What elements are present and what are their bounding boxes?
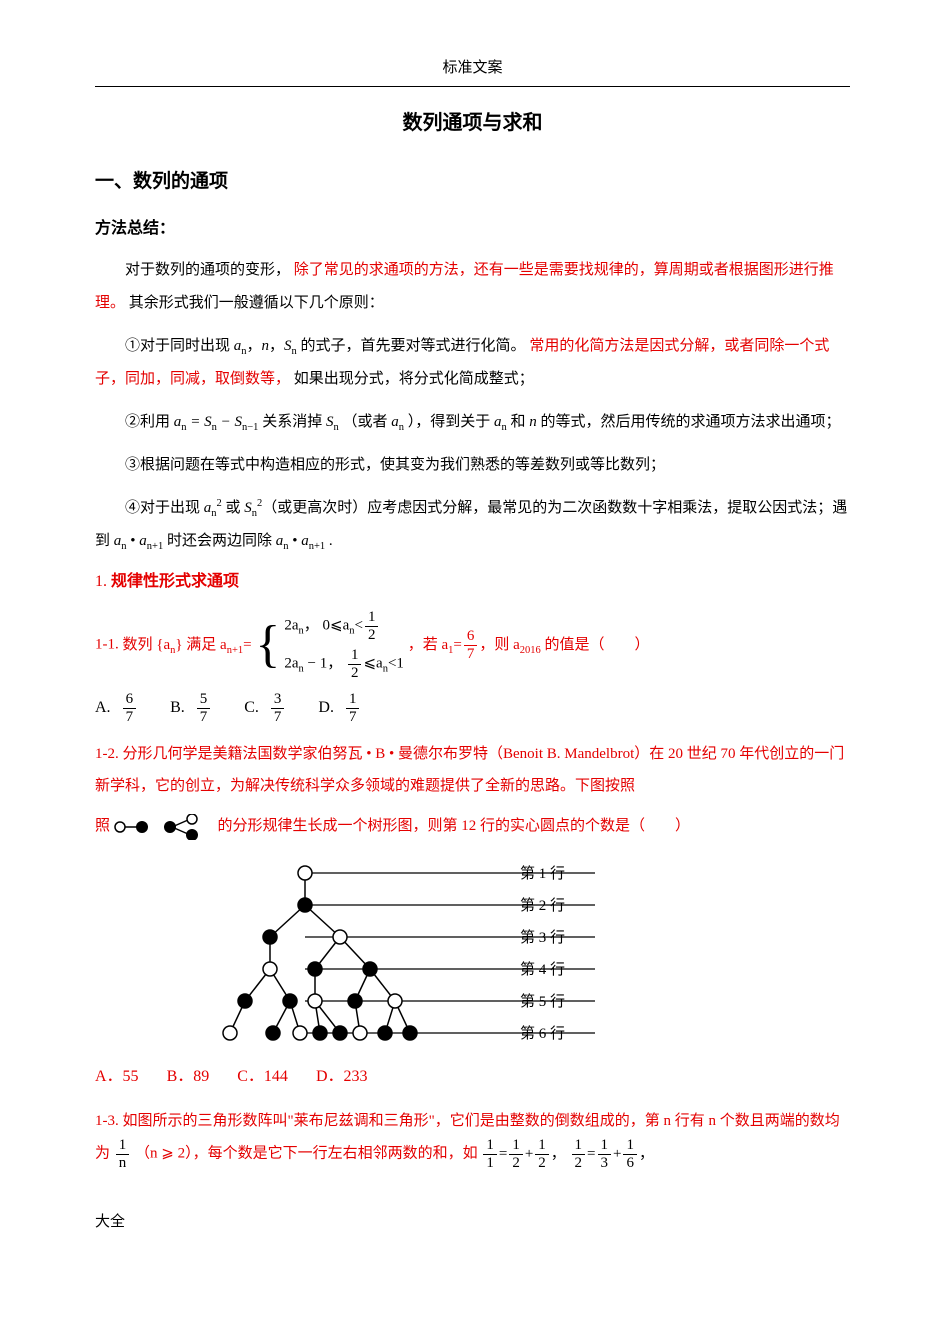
p12-choice-d: D．233 — [316, 1068, 368, 1085]
problem-1-3: 1-3. 如图所示的三角形数阵叫"莱布尼兹调和三角形"，它们是由整数的倒数组成的… — [95, 1106, 850, 1172]
p12-text1: 分形几何学是美籍法国数学家伯努瓦 • B • 曼德尔布罗特（Benoit B. … — [95, 746, 844, 794]
p13-frac-1n: 1n — [116, 1137, 130, 1171]
method-label: 方法总结： — [95, 215, 850, 244]
p12-choice-c: C．144 — [237, 1068, 288, 1085]
subsection-1-title: 规律性形式求通项 — [111, 573, 239, 590]
p12-choice-b: B．89 — [167, 1068, 210, 1085]
rule-4: ④对于出现 an2 或 Sn2（或更高次时）应考虑因式分解，最常见的为二次函数数… — [95, 492, 850, 558]
p12-label: 1-2. — [95, 746, 119, 762]
tree-row-5-label: 第 5 行 — [520, 992, 565, 1010]
tree-row-1-label: 第 1 行 — [520, 864, 565, 882]
p12-inline-row: 照 的分形规律生长成一个树形图，则第 12 行的实心圆点的个数是（ ） — [95, 810, 850, 843]
section-heading: 一、数列的通项 — [95, 165, 850, 199]
rule-1-tail: 如果出现分式，将分式化简成整式； — [294, 371, 534, 387]
rule-1-prefix: ①对于同时出现 an，n，Sn 的式子，首先要对等式进行化简。 — [125, 338, 526, 354]
tree-row-6-label: 第 6 行 — [520, 1024, 565, 1042]
p13-eq1: 11=12+12， 12=13+16， — [481, 1146, 654, 1162]
intro-paragraph: 对于数列的通项的变形， 除了常见的求通项的方法，还有一些是需要找规律的，算周期或… — [95, 254, 850, 320]
p11-choice-a-label: A. — [95, 699, 111, 716]
p11-stem: 数列 {an} 满足 an+1= — [123, 637, 252, 653]
intro-text-1: 对于数列的通项的变形， — [125, 262, 290, 278]
p11-choice-d-label: D. — [318, 699, 334, 716]
footer-text: 大全 — [95, 1209, 850, 1236]
tree-row-4-label: 第 4 行 — [520, 960, 565, 978]
fractal-glyph-icon — [114, 814, 214, 840]
p11-choice-c-label: C. — [244, 699, 259, 716]
rule-1: ①对于同时出现 an，n，Sn 的式子，首先要对等式进行化简。 常用的化简方法是… — [95, 330, 850, 396]
subsection-1-num: 1. — [95, 573, 107, 590]
problem-1-1: 1-1. 数列 {an} 满足 an+1= { 2an， 0⩽an<12 2an… — [95, 609, 850, 681]
tree-row-2-label: 第 2 行 — [520, 896, 565, 914]
document-title: 数列通项与求和 — [95, 105, 850, 141]
p11-piecewise: { 2an， 0⩽an<12 2an − 1， 12⩽an<1 — [255, 609, 404, 681]
rule-2: ②利用 an = Sn − Sn−1 关系消掉 Sn （或者 an ），得到关于… — [95, 406, 850, 439]
brace-icon: { — [255, 619, 280, 671]
p11-case-2: 2an − 1， 12⩽an<1 — [284, 647, 404, 681]
p12-text2: 的分形规律生长成一个树形图，则第 12 行的实心圆点的个数是（ ） — [218, 818, 691, 834]
p11-case-1: 2an， 0⩽an<12 — [284, 609, 404, 643]
p12-glyph-prefix: 照 — [95, 818, 110, 834]
p12-choice-a: A．55 — [95, 1068, 139, 1085]
p11-stem3: ，则 a2016 的值是（ ） — [479, 637, 649, 653]
p13-cond: （n ⩾ 2），每个数是它下一行左右相邻两数的和，如 — [135, 1146, 478, 1162]
p13-label: 1-3. — [95, 1113, 119, 1129]
p11-choices: A. 67 B. 57 C. 37 D. 17 — [95, 691, 850, 725]
intro-text-2: 其余形式我们一般遵循以下几个原则： — [129, 295, 384, 311]
rule-3: ③根据问题在等式中构造相应的形式，使其变为我们熟悉的等差数列或等比数列； — [95, 449, 850, 482]
header-divider — [95, 86, 850, 87]
tree-diagram: 第 1 行 第 2 行 第 3 行 第 4 行 第 5 行 第 6 行 — [95, 853, 615, 1053]
p11-stem2: ，若 a1= — [408, 637, 462, 653]
header-label: 标准文案 — [95, 55, 850, 86]
problem-1-2: 1-2. 分形几何学是美籍法国数学家伯努瓦 • B • 曼德尔布罗特（Benoi… — [95, 739, 850, 802]
p11-choice-b-label: B. — [170, 699, 185, 716]
p11-label: 1-1. — [95, 637, 119, 653]
tree-row-3-label: 第 3 行 — [520, 928, 565, 946]
p12-choices: A．55 B．89 C．144 D．233 — [95, 1063, 850, 1092]
p11-cases: 2an， 0⩽an<12 2an − 1， 12⩽an<1 — [284, 609, 404, 681]
subsection-1: 1. 规律性形式求通项 — [95, 568, 850, 597]
